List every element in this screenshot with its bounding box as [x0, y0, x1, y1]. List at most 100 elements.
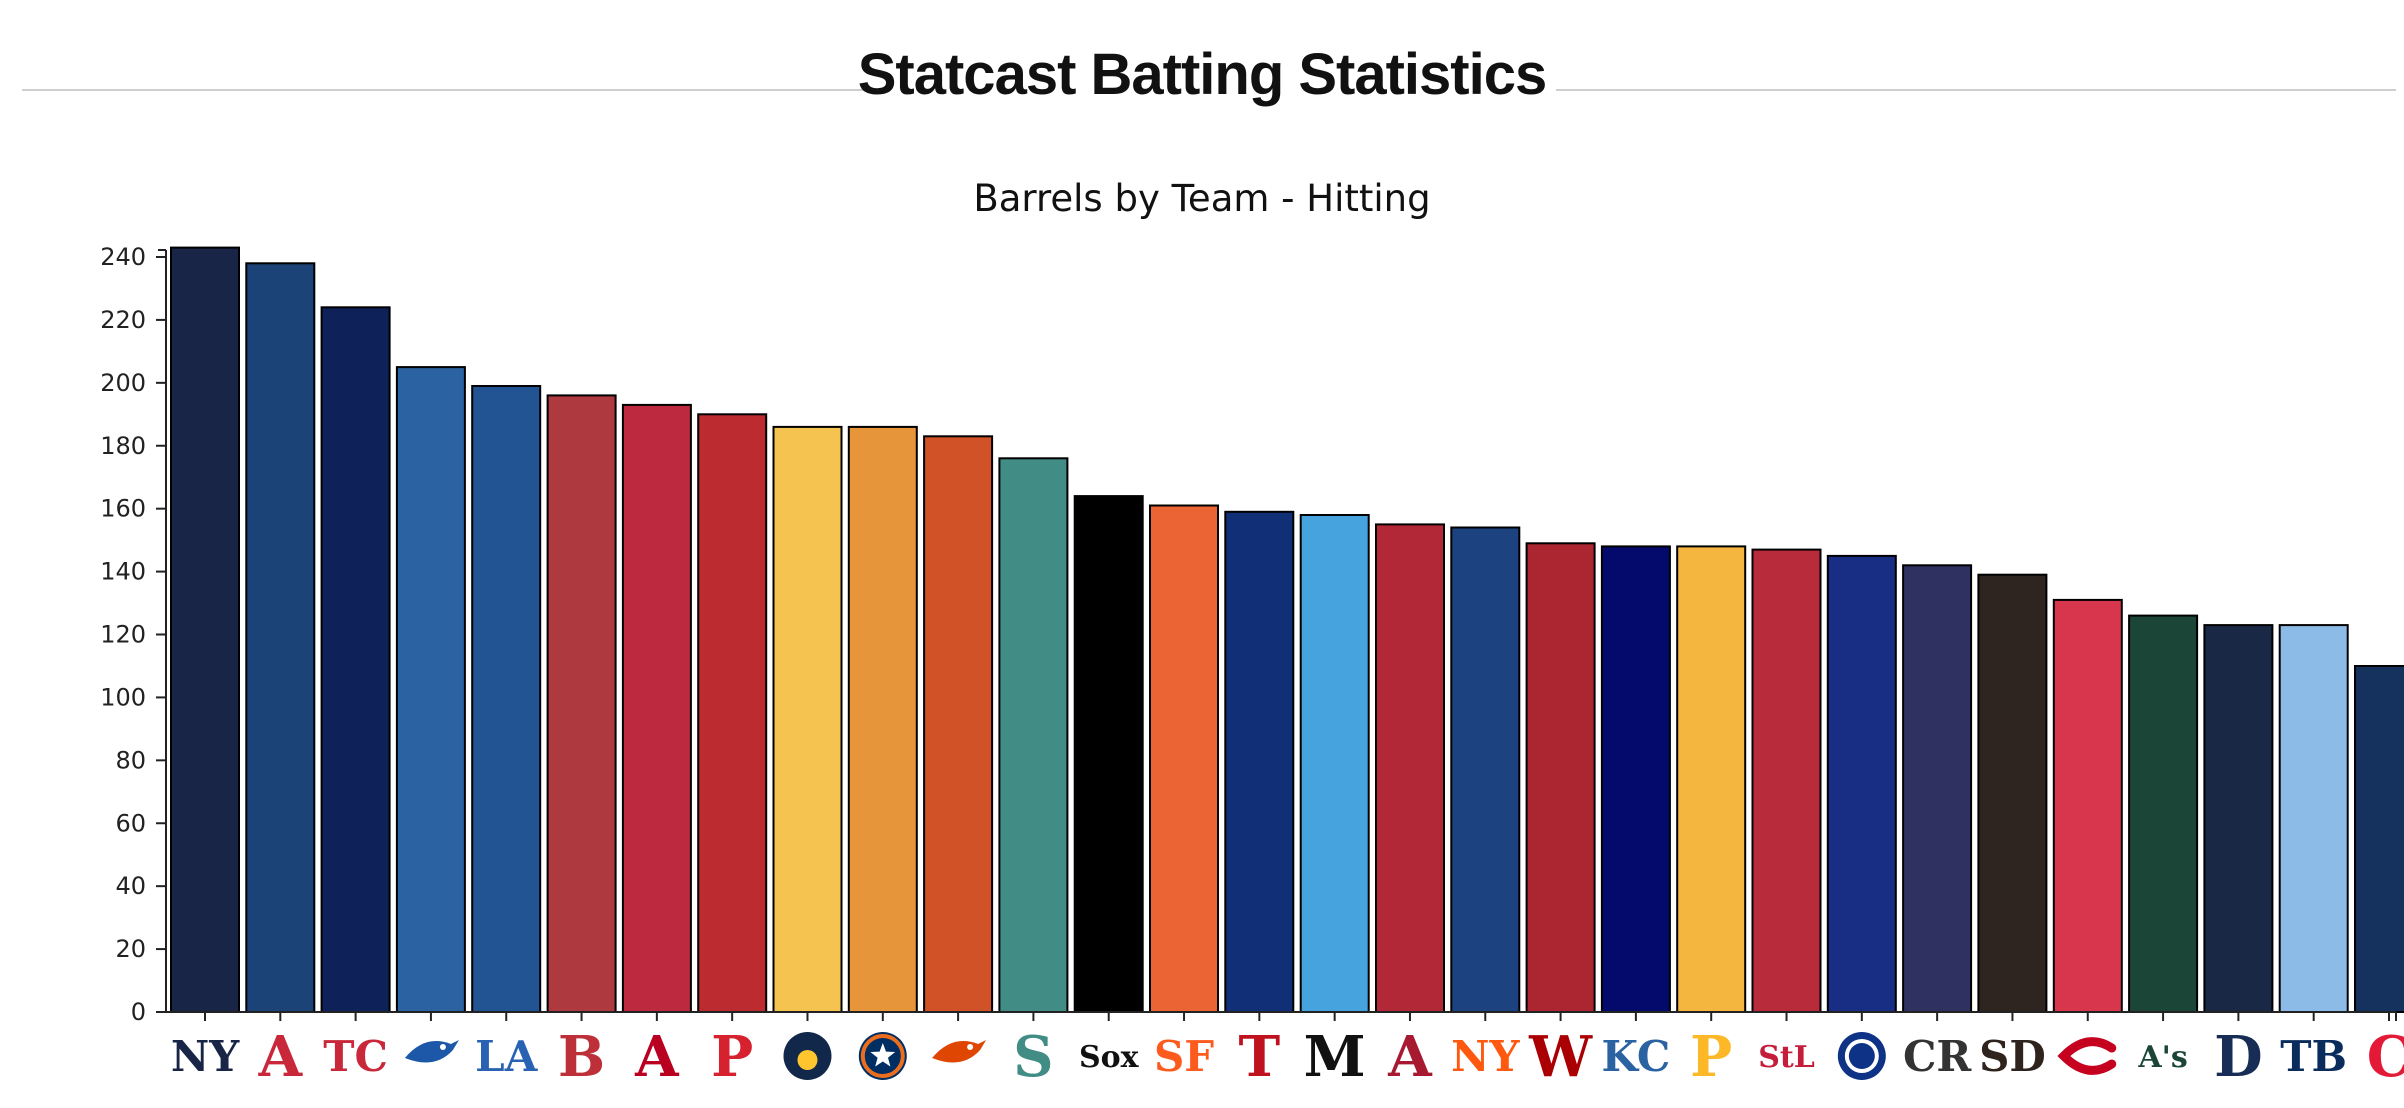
- y-tick-label: 120: [100, 621, 146, 649]
- team-logo-glyph: A's: [2137, 1040, 2187, 1075]
- bar-col: [1902, 564, 1973, 1013]
- team-logo-glyph: TC: [323, 1032, 388, 1081]
- team-logo-glyph: P: [1690, 1024, 1732, 1090]
- bird-icon: [932, 1040, 987, 1063]
- team-logo-glyph: W: [1528, 1024, 1593, 1090]
- bar-mil: [772, 425, 843, 1013]
- bar-nym: [1450, 526, 1521, 1013]
- team-logo-sea: S: [1013, 1024, 1053, 1090]
- bar-min: [320, 306, 391, 1013]
- team-logo-glyph: KC: [1601, 1032, 1670, 1081]
- bar-ari: [1375, 523, 1445, 1014]
- y-axis: 0 20 40 60 80 100 120 140 160 180 200 220 240: [100, 243, 167, 1026]
- star-badge-ring: [860, 1034, 905, 1078]
- bar-tex: [1224, 510, 1295, 1013]
- team-logo-glyph: D: [2214, 1024, 2263, 1090]
- y-tick-label: 40: [115, 872, 146, 900]
- cubs-badge-core: [1848, 1043, 1875, 1069]
- team-logo-glyph: T: [1239, 1024, 1281, 1090]
- y-tick-label: 20: [115, 935, 146, 963]
- bar-bal: [923, 435, 994, 1013]
- team-logo-lad: LA: [475, 1032, 539, 1081]
- team-logo-glyph: NY: [171, 1032, 240, 1081]
- bar-cle: [2354, 665, 2404, 1013]
- title-rule-left: [22, 89, 864, 91]
- team-logo-det: D: [2214, 1024, 2263, 1090]
- header: Statcast Batting Statistics: [0, 0, 2404, 180]
- team-logo-nym: NY: [1451, 1032, 1520, 1081]
- team-logo-glyph: C: [2367, 1024, 2404, 1090]
- bar-sd: [1977, 573, 2048, 1013]
- team-logo-glyph: A: [634, 1024, 680, 1090]
- team-logo-mia: M: [1304, 1024, 1366, 1090]
- y-tick-label: 200: [100, 369, 146, 397]
- bar-hou: [847, 425, 918, 1013]
- team-logo-laa: A: [634, 1024, 680, 1090]
- team-logo-stl: StL: [1758, 1040, 1815, 1075]
- bar-bos: [546, 394, 617, 1013]
- ball-glove-inner: [797, 1050, 818, 1070]
- bar-stl: [1751, 548, 1822, 1013]
- team-logo-glyph: A: [258, 1024, 304, 1090]
- team-logo-wsh: W: [1528, 1024, 1593, 1090]
- team-logo-phi: P: [711, 1024, 753, 1090]
- team-logo-sf: SF: [1154, 1032, 1214, 1081]
- team-logo-glyph: P: [711, 1024, 753, 1090]
- y-tick-label: 220: [100, 306, 146, 334]
- team-logo-min: TC: [323, 1032, 388, 1081]
- team-logo-glyph: Sox: [1079, 1040, 1140, 1075]
- y-tick-label: 240: [100, 243, 146, 271]
- page-title: Statcast Batting Statistics: [857, 42, 1548, 107]
- team-logo-bal: [932, 1040, 987, 1063]
- bird-eye: [967, 1044, 974, 1050]
- bird-eye: [439, 1044, 446, 1050]
- team-logo-glyph: S: [1013, 1024, 1053, 1090]
- y-tick-label: 80: [115, 746, 146, 774]
- team-logo-glyph: NY: [1451, 1032, 1520, 1081]
- team-logo-sd: SD: [1979, 1032, 2046, 1081]
- bar-oak: [2128, 614, 2199, 1013]
- team-logo-pit: P: [1690, 1024, 1732, 1090]
- team-logo-glyph: B: [558, 1024, 605, 1090]
- bar-det: [2203, 624, 2274, 1013]
- team-logo-tex: T: [1239, 1024, 1281, 1090]
- team-logo-glyph: A: [1387, 1024, 1433, 1090]
- bar-sf: [1149, 504, 1219, 1013]
- team-logo-glyph: CR: [1903, 1032, 1972, 1081]
- team-logo-oak: A's: [2137, 1040, 2187, 1075]
- team-logo-cws: Sox: [1079, 1040, 1140, 1075]
- bar-atl: [245, 262, 316, 1013]
- bar-cws: [1073, 495, 1144, 1014]
- bar-laa: [621, 403, 692, 1013]
- bar-chc: [1826, 554, 1897, 1014]
- team-logo-col: CR: [1903, 1032, 1972, 1081]
- x-axis: [166, 1011, 2397, 1021]
- bar-mia: [1299, 514, 1370, 1013]
- team-logo-chc: [1837, 1032, 1886, 1080]
- team-logo-glyph: StL: [1758, 1040, 1815, 1075]
- bar-cin: [2052, 598, 2123, 1014]
- team-logo-glyph: TB: [2280, 1032, 2347, 1081]
- team-logo-kc: KC: [1601, 1032, 1670, 1081]
- y-tick-label: 60: [115, 809, 146, 837]
- team-logos: NY A TC LA B A P S Sox SF T M A NY W KC P StL CR SD A's D TB C: [171, 1024, 2404, 1090]
- y-tick-label: 100: [100, 683, 146, 711]
- bar-wsh: [1525, 542, 1596, 1013]
- title-rule-right: [1556, 89, 2396, 91]
- team-logo-tor: [404, 1040, 459, 1063]
- bar-nyy: [170, 246, 240, 1014]
- bird-icon: [404, 1040, 459, 1063]
- bar-tor: [395, 366, 466, 1014]
- y-tick-label: 160: [100, 495, 146, 523]
- bar-kc: [1600, 545, 1671, 1014]
- bar-sea: [998, 457, 1069, 1013]
- team-logo-ari: A: [1387, 1024, 1433, 1090]
- team-logo-hou: [858, 1032, 907, 1080]
- team-logo-nyy: NY: [171, 1032, 240, 1081]
- team-logo-glyph: SD: [1979, 1032, 2046, 1081]
- y-tick-label: 140: [100, 558, 146, 586]
- team-logo-glyph: M: [1304, 1024, 1366, 1090]
- y-tick-label: 180: [100, 432, 146, 460]
- star-icon: [870, 1043, 896, 1067]
